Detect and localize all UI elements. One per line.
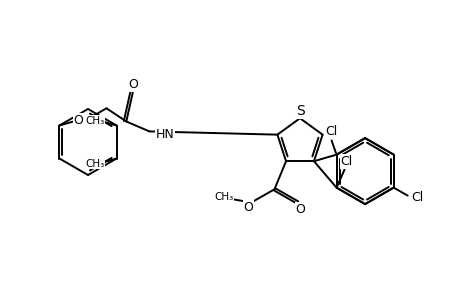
Text: O: O (295, 203, 305, 216)
Text: Cl: Cl (411, 191, 423, 204)
Text: CH₃: CH₃ (85, 116, 104, 125)
Text: Cl: Cl (325, 125, 337, 138)
Text: O: O (243, 201, 253, 214)
Text: CH₃: CH₃ (85, 158, 104, 169)
Text: O: O (128, 78, 138, 91)
Text: S: S (296, 104, 305, 118)
Text: CH₃: CH₃ (214, 192, 233, 202)
Text: O: O (73, 114, 83, 127)
Text: HN: HN (155, 128, 174, 141)
Text: Cl: Cl (340, 155, 352, 168)
